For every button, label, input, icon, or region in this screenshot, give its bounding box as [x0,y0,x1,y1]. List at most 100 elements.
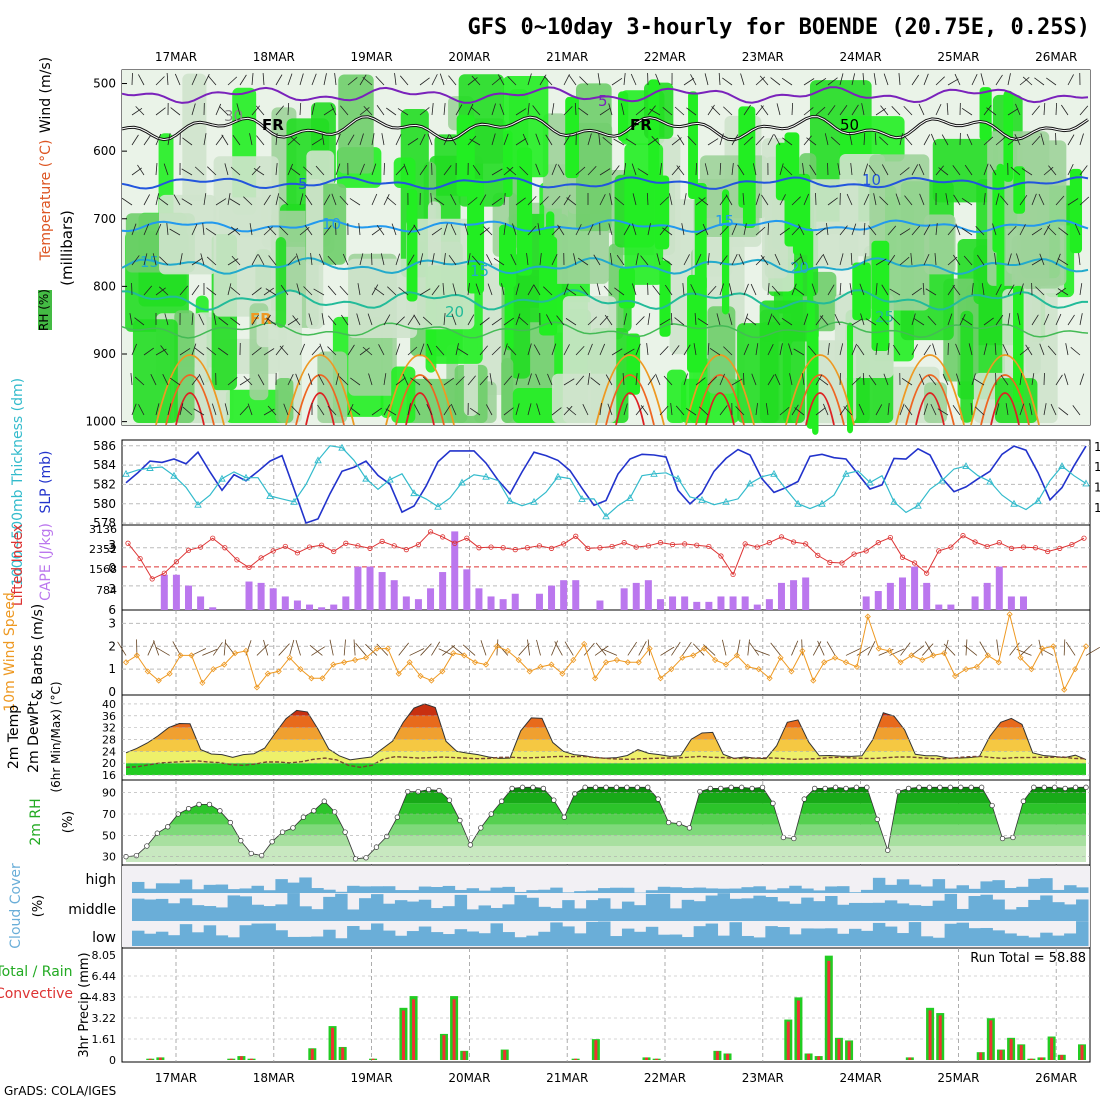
wind-barb [599,107,611,116]
rh-point [686,825,693,831]
wind-barb [981,283,985,296]
wind-barb [767,222,769,236]
wind-barb [479,345,488,356]
wind-barb [439,73,445,86]
wind-barb [1007,137,1018,146]
wind-barb [575,166,586,176]
cloud-bar [884,900,898,921]
wind-barb [887,403,890,416]
wind-barb [971,373,976,386]
wind-barb [930,403,937,416]
wind-speed-point [984,652,991,659]
wind-barb [970,403,973,416]
wind-barb [535,373,541,386]
wind-barb [707,138,719,146]
wind-barb [815,106,826,116]
thickness-point [914,501,922,509]
rh-band [126,792,1086,804]
wind-barb [331,193,337,206]
rh-high-streak [654,175,670,250]
surface-temp-contour [615,392,645,426]
wind-barb [686,107,697,116]
wind-barb [537,223,541,236]
lifted-index-point [682,541,688,547]
wind-barb [349,198,361,206]
cloud-bar [155,898,169,921]
wind-barb [198,314,205,326]
wind-speed-point [177,652,184,659]
wind-barb [251,165,261,176]
wind-barb [181,168,193,176]
wind-barb [818,377,829,386]
rh-point [968,784,974,790]
wind-barb [798,224,805,236]
cloud-bar [526,897,539,921]
rh-point [592,784,599,790]
cloud-bar [335,938,348,946]
wind-barb [1043,224,1051,236]
cloud-bar [382,903,396,921]
wind-barb [802,163,805,176]
wind-barb [995,314,1004,326]
wind-barb [943,643,956,656]
wind-barb [573,253,577,266]
wind-speed-point [1082,643,1090,650]
wind-barb [1016,253,1021,266]
wind-barb [339,195,349,206]
wind-barb [867,640,876,656]
wind-barb [862,372,865,386]
lifted-index-point [125,540,131,546]
wind-barb [690,74,697,86]
cape-tick: 2352 [89,543,117,556]
rh-blob [306,179,324,330]
wind-barb [527,403,532,416]
wind-speed-point [253,684,260,691]
thickness-point [530,497,538,505]
cloud-bar [932,937,946,946]
wind-barb [503,317,515,326]
cape-bar [245,581,253,610]
wind-speed-point [962,666,970,673]
cloud-bar [849,928,862,946]
lifted-index-point [161,570,167,576]
cape-bar [366,566,374,610]
wind-barb [287,163,294,176]
precip-rain-bar [371,1058,375,1060]
rh-high-streak [687,274,707,373]
wind-barb [503,193,506,206]
cloud-bar [789,885,802,893]
wind-barb [655,73,661,86]
wind-barb [704,73,709,86]
wind-barb [1078,253,1081,266]
wind-barb [263,639,269,656]
wind-barb [834,313,841,326]
wind-barb [1055,287,1067,296]
wind-barb [347,134,355,146]
cloud-bar [191,905,205,921]
wind-barb [431,253,435,266]
wind-barb [693,343,697,356]
wind-speed-point [1072,666,1079,673]
wind-barb [979,641,989,656]
wind-barb [479,317,490,326]
wind-barb [716,313,721,326]
cape-bar [535,593,543,610]
cloud-bar [478,905,491,921]
wind-barb [695,197,706,206]
wind-barb [265,288,277,296]
cloud-unit-label: (%) [31,895,46,918]
rh-point [290,825,296,831]
wind-barb [1014,133,1021,146]
isotherm-line [121,257,1089,275]
wind-barb [868,225,877,236]
wind-barb [1043,403,1047,416]
wind-barb [556,315,565,326]
wind-barb [319,343,325,356]
wind-barb [791,256,802,266]
lifted-index-point [996,540,1002,546]
wind-barb [527,103,530,116]
rh-tick: 30 [102,851,116,864]
rh-point [342,829,348,835]
cloud-bar [215,907,229,921]
